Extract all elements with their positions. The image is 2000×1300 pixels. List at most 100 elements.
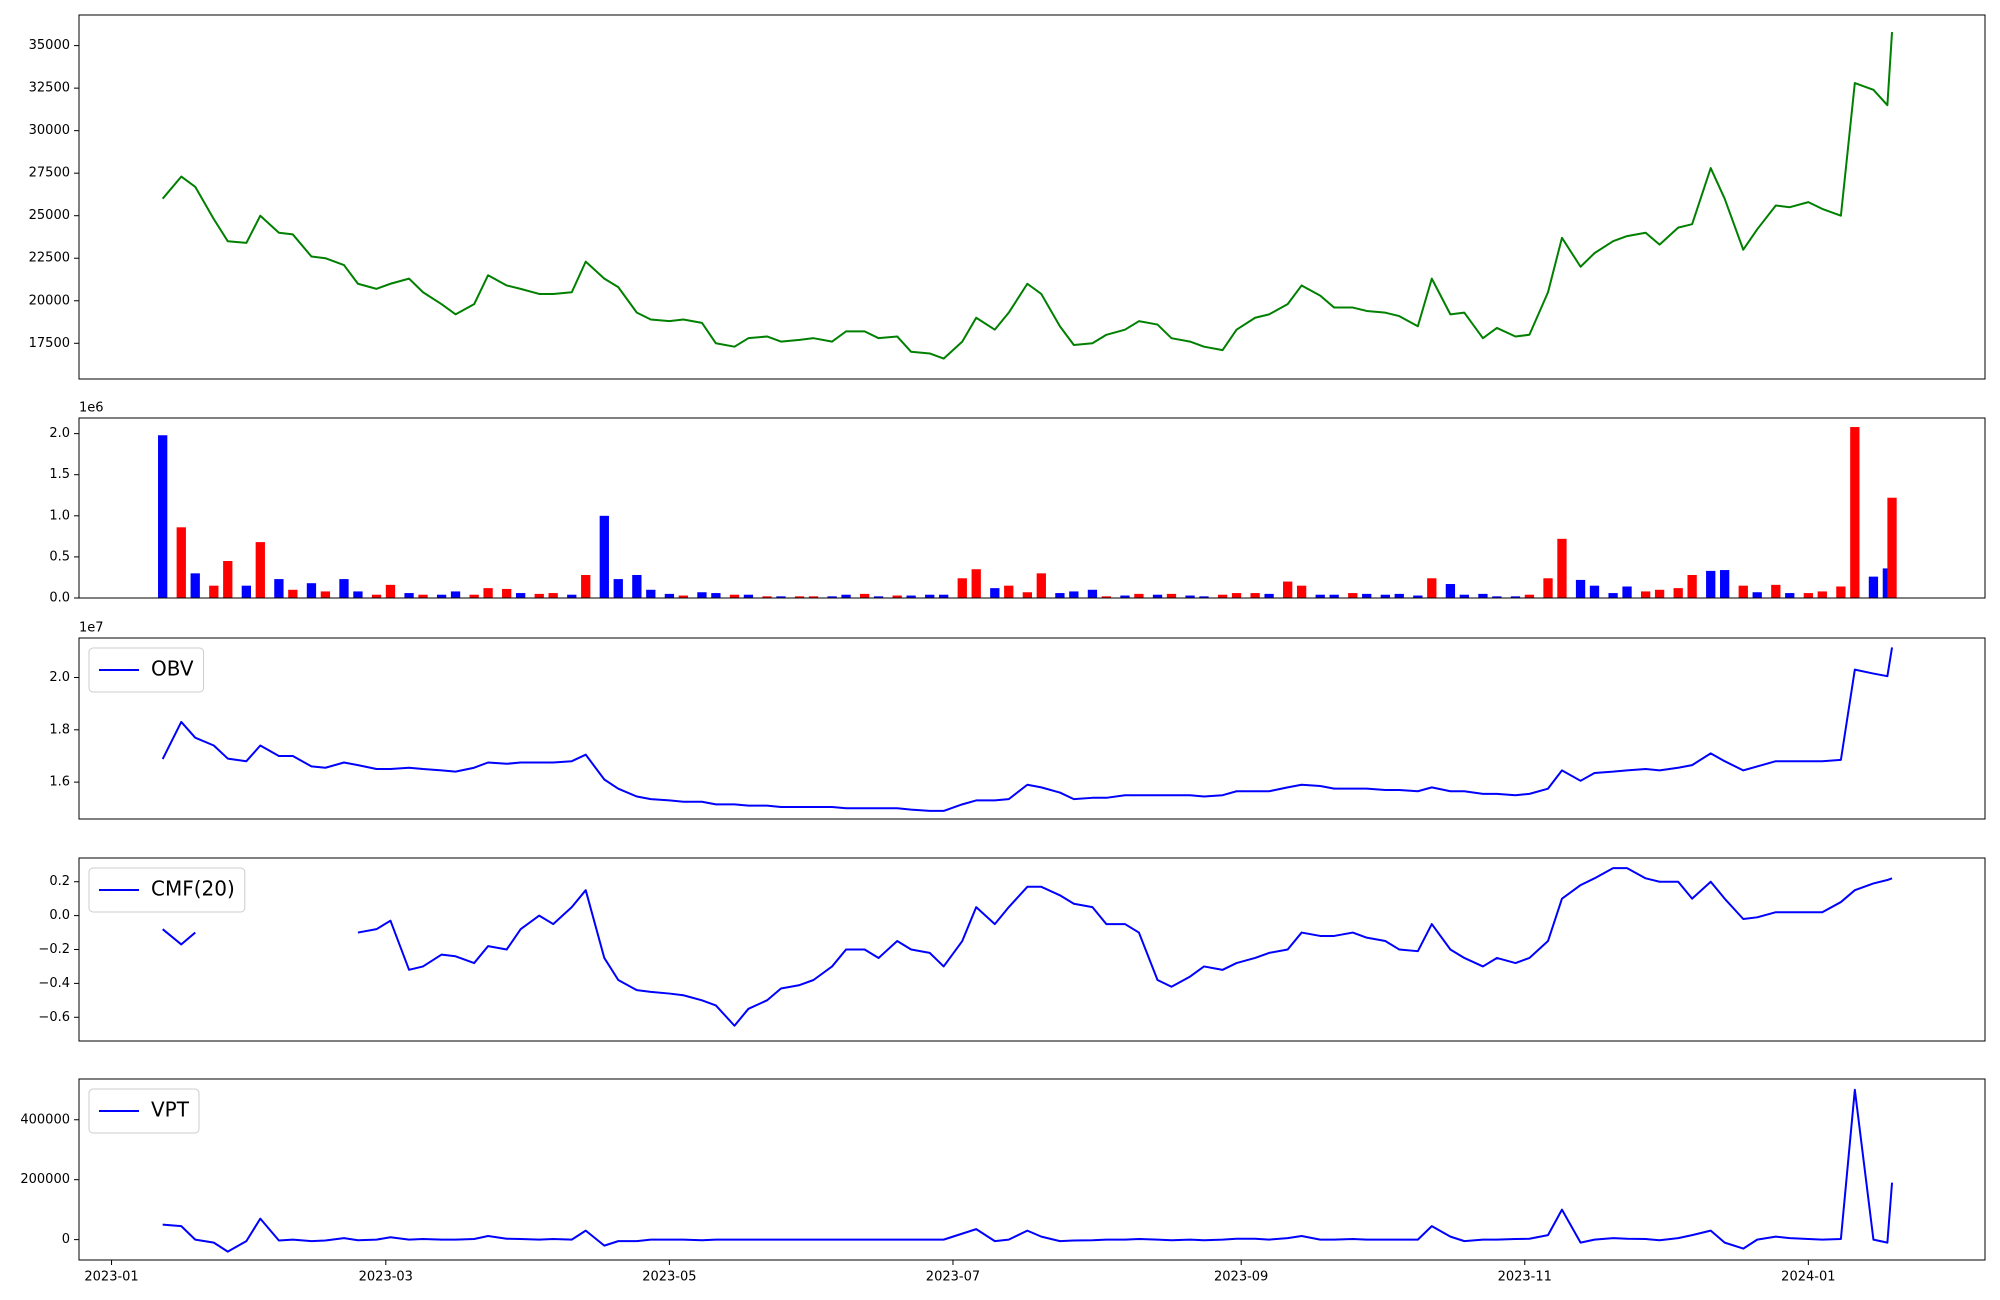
volume-bar	[1817, 591, 1827, 598]
volume-bar	[990, 588, 1000, 598]
volume-bar	[1673, 588, 1683, 598]
volume-bar	[1524, 594, 1535, 598]
x-tick-label: 2023-09	[1214, 1270, 1268, 1285]
volume-bar	[1152, 594, 1163, 598]
volume-bar	[1069, 591, 1079, 598]
legend-box	[88, 867, 246, 913]
y-tick-label: 0.0	[49, 908, 70, 923]
legend-box	[88, 1088, 200, 1134]
volume-bar	[1445, 584, 1456, 598]
volume-bar	[1887, 497, 1897, 598]
volume-bar	[892, 595, 902, 598]
y-tick-label: 2.0	[49, 426, 70, 441]
volume-bar	[1120, 595, 1130, 598]
volume-bar	[1315, 594, 1325, 598]
y-tick-label: 0	[62, 1232, 70, 1247]
volume-bar	[664, 593, 675, 598]
series-line	[161, 647, 1894, 812]
volume-bar	[1608, 593, 1618, 598]
volume-bar	[697, 592, 707, 598]
volume-bar	[209, 585, 219, 598]
legend: OBV	[88, 647, 205, 693]
volume-bar	[1622, 586, 1632, 598]
y-tick-label: 32500	[29, 81, 70, 96]
volume-bar	[1199, 596, 1209, 598]
x-tick-label: 2023-03	[359, 1270, 413, 1285]
volume-bar	[1250, 593, 1260, 598]
volume-bar	[1101, 596, 1112, 598]
volume-bar	[436, 594, 447, 598]
y-tick-label: 27500	[29, 166, 70, 181]
volume-bar	[1036, 573, 1046, 598]
axes-frame	[78, 14, 1986, 380]
volume-bar	[1836, 586, 1846, 598]
volume-bar	[1640, 591, 1651, 598]
legend-box	[88, 647, 205, 693]
volume-bar	[762, 596, 772, 598]
volume-bar	[1329, 594, 1339, 598]
volume-bar	[776, 596, 786, 598]
y-tick-label: 30000	[29, 123, 70, 138]
volume-bar	[534, 593, 544, 598]
volume-bar	[925, 594, 935, 598]
y-tick-label: 1.0	[49, 508, 70, 523]
volume-bar	[1394, 593, 1404, 598]
volume-bar	[1738, 585, 1748, 598]
axes-frame	[78, 637, 1986, 820]
volume-bar	[190, 573, 200, 598]
x-tick-label: 2024-01	[1781, 1270, 1835, 1285]
x-tick-label: 2023-11	[1498, 1270, 1552, 1285]
volume-bar	[1283, 581, 1293, 598]
volume-bar	[646, 589, 656, 598]
x-tick-label: 2023-07	[926, 1270, 980, 1285]
volume-bar	[794, 596, 805, 598]
legend: VPT	[88, 1088, 200, 1134]
x-tick-label: 2023-05	[642, 1270, 696, 1285]
volume-bar	[1231, 593, 1242, 598]
volume-bar	[581, 574, 591, 598]
axes-frame	[78, 857, 1986, 1042]
volume-bar	[1557, 538, 1567, 598]
volume-bar	[1055, 593, 1065, 598]
volume-bar	[241, 585, 252, 598]
y-tick-label: 35000	[29, 38, 70, 53]
volume-bar	[1850, 427, 1860, 598]
volume-bar	[1752, 592, 1762, 598]
volume-bar	[873, 596, 884, 598]
volume-bar	[223, 561, 233, 598]
volume-bar	[1785, 593, 1795, 598]
volume-bar	[906, 595, 916, 598]
volume-bar	[1217, 594, 1228, 598]
volume-bar	[599, 515, 609, 598]
volume-bar	[1706, 570, 1716, 598]
volume-bar	[613, 579, 623, 598]
volume-bar	[1004, 585, 1014, 598]
volume-bar	[548, 593, 558, 598]
y-tick-label: 22500	[29, 251, 70, 266]
volume-bar	[502, 588, 512, 598]
y-tick-label: 0.2	[49, 874, 70, 889]
y-tick-label: 400000	[20, 1112, 70, 1127]
y-tick-label: 20000	[29, 293, 70, 308]
volume-bar	[483, 588, 493, 598]
volume-bar	[1654, 589, 1665, 598]
volume-bar	[515, 593, 526, 598]
y-tick-label: 1.6	[49, 775, 70, 790]
y-tick-label: 1.5	[49, 467, 70, 482]
legend-label: CMF(20)	[151, 877, 235, 901]
y-tick-label: 17500	[29, 336, 70, 351]
legend-label: OBV	[151, 657, 194, 681]
volume-bar	[1264, 593, 1274, 598]
volume-bar	[827, 596, 837, 598]
volume-bar	[320, 591, 331, 598]
axes-frame	[78, 417, 1986, 599]
volume-bar	[371, 594, 382, 598]
volume-bar	[971, 569, 981, 598]
volume-bar	[274, 579, 284, 598]
volume-bar	[1362, 593, 1372, 598]
y-offset-label: 1e6	[79, 401, 104, 416]
volume-bar	[255, 542, 265, 598]
volume-bar	[288, 589, 298, 598]
axes-frame	[78, 1078, 1986, 1261]
